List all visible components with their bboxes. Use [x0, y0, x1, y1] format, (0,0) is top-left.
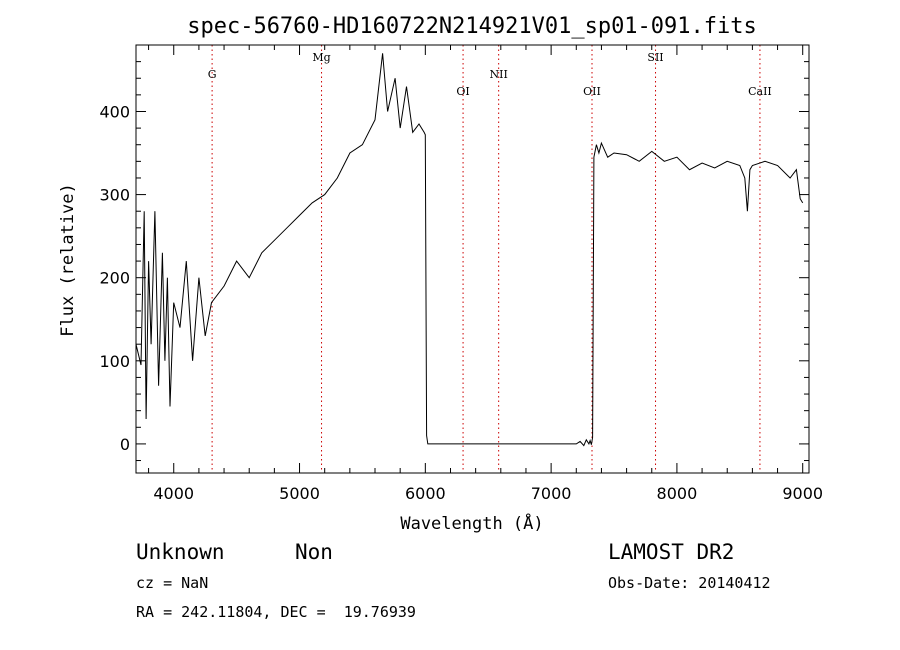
- chart-title: spec-56760-HD160722N214921V01_sp01-091.f…: [187, 14, 757, 39]
- x-tick-label: 6000: [405, 484, 446, 503]
- coordinates-text: RA = 242.11804, DEC = 19.76939: [136, 603, 416, 621]
- axis-ticks: 4000 5000 6000 7000 8000 9000 0 100 200 300 400: [99, 45, 823, 503]
- y-axis-label: Flux (relative): [58, 183, 78, 337]
- x-tick-label: 7000: [531, 484, 572, 503]
- line-label-nii: NII: [490, 68, 508, 81]
- object-subclass: Non: [295, 540, 333, 564]
- x-tick-label: 8000: [657, 484, 698, 503]
- line-label-g: G: [208, 68, 217, 81]
- y-tick-label: 300: [99, 186, 130, 205]
- line-label-sii: SII: [647, 51, 663, 64]
- x-tick-label: 5000: [279, 484, 320, 503]
- line-label-oi: OI: [456, 85, 469, 98]
- x-tick-label: 9000: [782, 484, 823, 503]
- y-tick-label: 0: [120, 435, 130, 454]
- redshift-text: cz = NaN: [136, 574, 209, 592]
- observation-date: Obs-Date: 20140412: [608, 574, 771, 592]
- line-label-caii: CaII: [748, 85, 772, 98]
- y-tick-label: 400: [99, 102, 130, 121]
- spectral-line-markers: G Mg OI NII OII SII CaII: [208, 45, 772, 473]
- object-class: Unknown: [136, 540, 225, 564]
- y-tick-label: 200: [99, 269, 130, 288]
- line-label-mg: Mg: [312, 51, 330, 64]
- x-axis-label: Wavelength (Å): [400, 512, 543, 534]
- spectrum-series-line: [135, 53, 804, 447]
- y-tick-label: 100: [99, 352, 130, 371]
- x-tick-label: 4000: [153, 484, 194, 503]
- survey-name: LAMOST DR2: [608, 540, 735, 564]
- plot-frame: [135, 44, 810, 474]
- line-label-oii: OII: [583, 85, 601, 98]
